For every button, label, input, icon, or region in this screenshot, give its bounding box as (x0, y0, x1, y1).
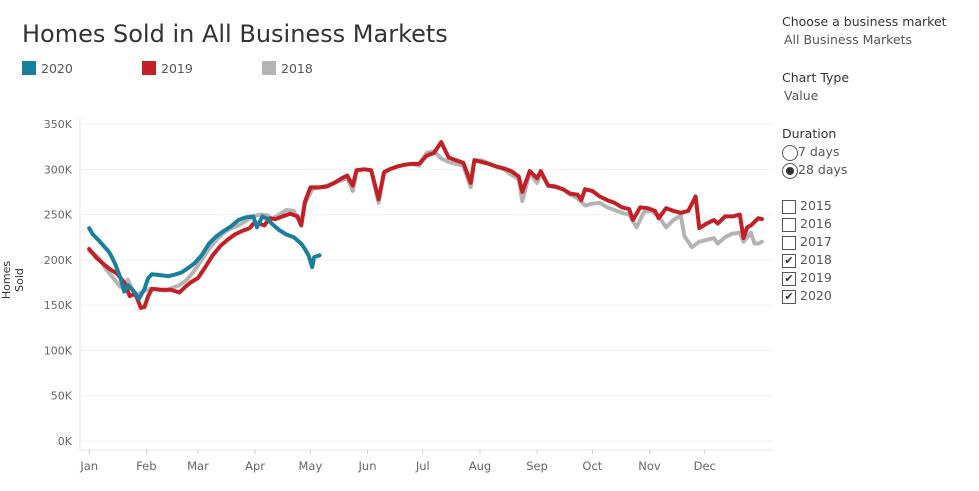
chart-type-heading: Chart Type (782, 70, 850, 85)
duration-heading: Duration (782, 126, 837, 141)
legend-swatch-2020 (22, 61, 36, 75)
series-line-2020 (87, 214, 322, 301)
year-checkbox-2020[interactable]: ✔ 2020 (782, 288, 832, 306)
y-axis-ticks: 0K 50K 100K 150K 200K 250K 300K 350K (44, 118, 73, 448)
legend-swatch-2019 (142, 61, 156, 75)
checkbox-unchecked-icon[interactable] (782, 199, 796, 214)
x-tick-label: Apr (245, 459, 265, 473)
checkbox-checked-icon[interactable]: ✔ (782, 253, 796, 268)
series-line-2019 (87, 140, 764, 310)
legend-item-2018[interactable]: 2018 (262, 61, 313, 77)
market-filter-heading: Choose a business market (782, 14, 947, 29)
legend-label-2020: 2020 (41, 61, 73, 76)
x-tick-label: Dec (694, 459, 716, 473)
y-tick-label: 300K (44, 163, 73, 176)
x-tick-label: Jul (415, 459, 430, 473)
chart-type-value[interactable]: Value (784, 88, 819, 103)
market-filter[interactable]: Choose a business market All Business Ma… (782, 14, 947, 47)
year-checkbox-label: 2015 (800, 198, 832, 213)
year-checkbox-label: 2020 (800, 288, 832, 303)
year-checkbox-2018[interactable]: ✔ 2018 (782, 252, 832, 270)
radio-selected-icon[interactable] (782, 162, 798, 179)
y-tick-label: 150K (44, 299, 73, 312)
legend-label-2019: 2019 (161, 61, 193, 76)
y-tick-label: 100K (44, 344, 73, 357)
duration-option-label: 28 days (798, 162, 848, 177)
year-checkbox-2017[interactable]: 2017 (782, 234, 832, 252)
y-tick-label: 0K (58, 435, 73, 448)
x-tick-label: Jun (358, 459, 377, 473)
checkbox-checked-icon[interactable]: ✔ (782, 289, 796, 304)
year-checkbox-2015[interactable]: 2015 (782, 198, 832, 216)
market-filter-value[interactable]: All Business Markets (784, 32, 913, 47)
duration-option-28-days[interactable]: 28 days (782, 162, 847, 180)
duration-option-7-days[interactable]: 7 days (782, 144, 839, 162)
y-tick-label: 350K (44, 118, 73, 131)
checkbox-unchecked-icon[interactable] (782, 235, 796, 250)
year-checkbox-label: 2016 (800, 216, 832, 231)
series-line-2018 (87, 149, 764, 299)
x-axis-ticks: Jan Feb Mar Apr May Jun Jul Aug Sep Oct Nov Dec (79, 450, 716, 473)
x-tick-label: Sep (526, 459, 548, 473)
gridlines (79, 117, 773, 451)
y-tick-label: 250K (44, 209, 73, 222)
x-tick-label: Feb (136, 459, 156, 473)
year-checkbox-label: 2019 (800, 270, 832, 285)
series-lines (87, 140, 764, 310)
checkbox-checked-icon[interactable]: ✔ (782, 271, 796, 286)
legend-label-2018: 2018 (281, 61, 313, 76)
year-checkbox-label: 2018 (800, 252, 832, 267)
y-tick-label: 200K (44, 254, 73, 267)
year-checkbox-2016[interactable]: 2016 (782, 216, 832, 234)
x-tick-label: Mar (187, 459, 209, 473)
chart-title: Homes Sold in All Business Markets (22, 20, 448, 48)
x-tick-label: Jan (79, 459, 98, 473)
x-tick-label: Oct (582, 459, 602, 473)
year-checkbox-label: 2017 (800, 234, 832, 249)
x-tick-label: Nov (638, 459, 661, 473)
x-tick-label: May (298, 459, 322, 473)
chart-type-filter[interactable]: Chart Type Value (782, 70, 849, 103)
radio-unselected-icon[interactable] (782, 144, 798, 161)
x-tick-label: Aug (469, 459, 491, 473)
duration-option-label: 7 days (798, 144, 840, 159)
checkbox-unchecked-icon[interactable] (782, 217, 796, 232)
year-checkbox-2019[interactable]: ✔ 2019 (782, 270, 832, 288)
y-tick-label: 50K (51, 390, 73, 403)
legend-item-2020[interactable]: 2020 (22, 61, 73, 77)
legend-item-2019[interactable]: 2019 (142, 61, 193, 77)
legend-swatch-2018 (262, 61, 276, 75)
